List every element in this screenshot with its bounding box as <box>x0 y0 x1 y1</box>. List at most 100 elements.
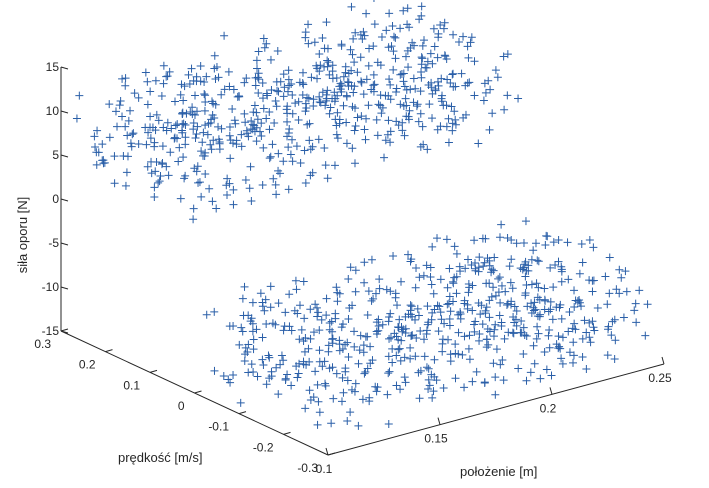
scatter-point <box>496 298 505 307</box>
scatter-point <box>248 327 257 336</box>
scatter-point <box>522 332 531 341</box>
scatter-point <box>529 303 538 312</box>
scatter-point <box>490 325 499 334</box>
scatter-point <box>130 89 139 98</box>
scatter-point <box>643 300 652 309</box>
scatter-point <box>235 340 244 349</box>
scatter-point <box>420 352 429 361</box>
y-tick-label: 0.2 <box>79 358 96 372</box>
scatter-point <box>589 323 598 332</box>
scatter-point <box>350 126 359 135</box>
scatter-point <box>110 179 119 188</box>
scatter-point <box>254 89 263 98</box>
scatter-point <box>536 374 545 383</box>
scatter-point <box>141 68 150 77</box>
scatter-point <box>439 383 448 392</box>
scatter-point <box>241 118 250 127</box>
scatter-point <box>404 63 413 72</box>
scatter-point <box>392 88 401 97</box>
scatter-point <box>570 319 579 328</box>
scatter-point <box>105 133 114 142</box>
scatter-point <box>351 121 360 130</box>
scatter-point <box>363 310 372 319</box>
scatter-point <box>315 67 324 76</box>
scatter-point <box>266 282 275 291</box>
scatter-point <box>452 249 461 258</box>
scatter-point <box>389 65 398 74</box>
scatter-point <box>193 162 202 171</box>
scatter-point <box>411 84 420 93</box>
scatter-point <box>262 39 271 48</box>
scatter-point <box>258 180 267 189</box>
scatter-point <box>351 287 360 296</box>
scatter-point <box>401 94 410 103</box>
scatter-point <box>300 146 309 155</box>
scatter-point <box>506 278 515 287</box>
scatter-point <box>413 304 422 313</box>
scatter-point <box>557 277 566 286</box>
scatter-point <box>419 271 428 280</box>
scatter-point <box>321 161 330 170</box>
scatter-point <box>312 61 321 70</box>
scatter-point <box>414 311 423 320</box>
scatter-point <box>338 373 347 382</box>
scatter-point <box>162 162 171 171</box>
scatter-point <box>399 102 408 111</box>
scatter-point <box>589 243 598 252</box>
scatter-point <box>396 356 405 365</box>
scatter-point <box>632 318 641 327</box>
scatter-point <box>520 260 529 269</box>
scatter-point <box>412 263 421 272</box>
scatter-point <box>384 420 393 429</box>
scatter-point <box>283 370 292 379</box>
scatter-point <box>516 264 525 273</box>
scatter-point <box>470 91 479 100</box>
scatter-point <box>391 54 400 63</box>
scatter-point <box>351 104 360 113</box>
scatter-point <box>260 43 269 52</box>
scatter-point <box>384 116 393 125</box>
scatter-point <box>621 267 630 276</box>
scatter-point <box>302 104 311 113</box>
scatter-point <box>178 108 187 117</box>
scatter-point <box>134 140 143 149</box>
scatter-point <box>605 289 614 298</box>
scatter-point <box>328 363 337 372</box>
scatter-point <box>196 61 205 70</box>
scatter-point <box>306 145 315 154</box>
scatter-point <box>407 255 416 264</box>
scatter-point <box>327 317 336 326</box>
scatter-point <box>412 102 421 111</box>
scatter-point <box>396 70 405 79</box>
scatter-point <box>223 191 232 200</box>
y-tick-label: -0.2 <box>253 440 274 454</box>
scatter-point <box>321 101 330 110</box>
scatter-point <box>351 266 360 275</box>
scatter-point <box>233 92 242 101</box>
scatter-point <box>481 309 490 318</box>
scatter-point <box>303 93 312 102</box>
z-tick-label: 0 <box>52 192 59 206</box>
scatter-point <box>276 360 285 369</box>
scatter-point <box>255 127 264 136</box>
scatter-point <box>536 310 545 319</box>
scatter-point <box>385 367 394 376</box>
scatter-point <box>388 22 397 31</box>
scatter-point <box>479 96 488 105</box>
scatter-point <box>425 100 434 109</box>
scatter-point <box>100 158 109 167</box>
scatter-point <box>428 114 437 123</box>
scatter-point <box>207 97 216 106</box>
scatter-point <box>524 261 533 270</box>
scatter-point <box>115 101 124 110</box>
scatter-point <box>398 327 407 336</box>
scatter-point <box>585 235 594 244</box>
scatter-point <box>284 75 293 84</box>
scatter-point <box>333 134 342 143</box>
scatter-point <box>455 262 464 271</box>
scatter-point <box>448 70 457 79</box>
scatter-point <box>326 103 335 112</box>
scatter-point <box>465 331 474 340</box>
scatter-point <box>484 340 493 349</box>
scatter-point <box>150 183 159 192</box>
